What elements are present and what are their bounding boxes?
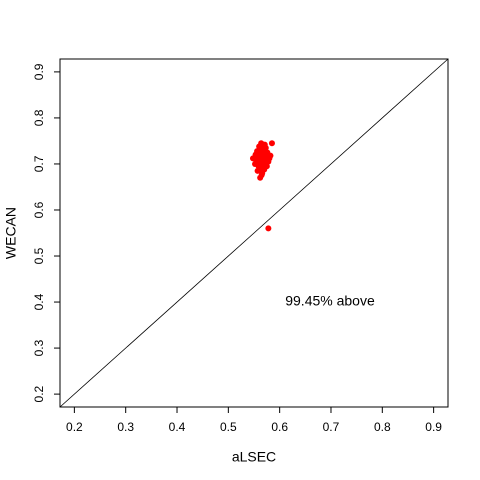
x-axis-label: aLSEC	[232, 449, 276, 465]
x-tick-label: 0.4	[169, 420, 186, 434]
x-tick-label: 0.7	[323, 420, 340, 434]
y-axis-label: WECAN	[3, 207, 19, 259]
x-tick-label: 0.8	[374, 420, 391, 434]
annotation: 99.45% above	[285, 293, 375, 309]
x-tick-label: 0.3	[117, 420, 134, 434]
point	[262, 160, 269, 167]
y-tick-label: 0.3	[32, 339, 46, 356]
point	[258, 148, 265, 155]
x-tick-label: 0.6	[271, 420, 288, 434]
plot-frame	[59, 58, 449, 408]
y-tick-label: 0.5	[32, 247, 46, 264]
y-tick-label: 0.9	[32, 63, 46, 80]
identity-line	[59, 58, 449, 408]
point	[268, 140, 275, 147]
x-tick-label: 0.5	[220, 420, 237, 434]
point	[252, 160, 259, 167]
x-tick-label: 0.9	[425, 420, 442, 434]
point	[261, 141, 268, 148]
y-tick-label: 0.6	[32, 201, 46, 218]
y-tick-label: 0.7	[32, 155, 46, 172]
y-tick-label: 0.2	[32, 385, 46, 402]
y-tick-label: 0.8	[32, 109, 46, 126]
point	[265, 225, 272, 232]
point	[258, 172, 265, 178]
point	[256, 143, 263, 150]
x-tick-label: 0.2	[66, 420, 83, 434]
point	[259, 164, 266, 171]
point	[254, 167, 261, 174]
point	[264, 149, 271, 156]
point	[256, 156, 263, 163]
y-tick-label: 0.4	[32, 293, 46, 310]
point	[252, 151, 259, 158]
